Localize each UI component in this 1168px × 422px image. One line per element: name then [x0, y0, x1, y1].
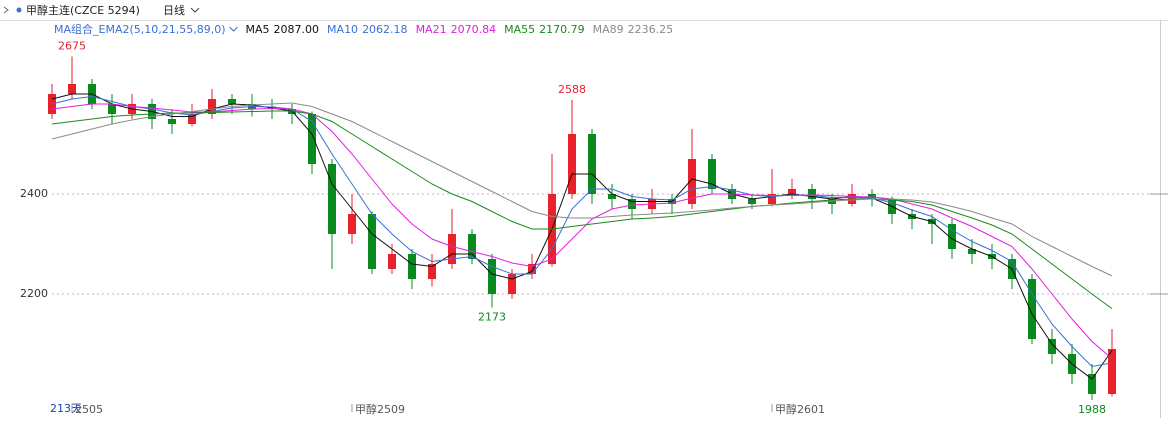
legend-value: 2170.79	[539, 23, 585, 36]
candle-body	[328, 164, 336, 234]
candle-body	[308, 114, 316, 164]
candle-body	[708, 159, 716, 189]
candle-body	[388, 254, 396, 269]
candle-body	[348, 214, 356, 234]
title: 甲醇主连(CZCE 5294)	[26, 3, 140, 17]
x-tick-label: 2505	[75, 403, 103, 416]
x-tick-label: 甲醇2509	[355, 402, 405, 416]
candle-body	[588, 134, 596, 194]
ma-line	[51, 102, 1113, 277]
candle-body	[228, 99, 236, 104]
ma-line	[51, 103, 1113, 359]
x-tick-label: 甲醇2601	[775, 402, 825, 416]
candle-body	[188, 114, 196, 124]
candle-body	[788, 189, 796, 194]
ma-line	[51, 110, 1113, 310]
legend-name: MA21	[416, 23, 447, 36]
ma-line	[51, 93, 1113, 380]
legend-name: MA89	[593, 23, 624, 36]
indicator-dropdown[interactable]	[229, 26, 238, 32]
candle-body	[468, 234, 476, 259]
legend-name: MA55	[504, 23, 535, 36]
max-label: 2588	[558, 83, 586, 96]
period-dropdown[interactable]	[190, 7, 200, 13]
candle-body	[628, 199, 636, 209]
collapse-icon[interactable]	[3, 6, 9, 14]
legend-name: MA5	[246, 23, 270, 36]
candle-body	[968, 249, 976, 254]
candle-body	[688, 159, 696, 204]
candle-body	[428, 264, 436, 279]
candle-body	[208, 99, 216, 114]
legend-value: 2087.00	[274, 23, 320, 36]
indicator-name[interactable]: MA组合_EMA2(5,10,21,55,89,0)	[54, 22, 226, 36]
candle-body	[528, 264, 536, 274]
candle-body	[1048, 339, 1056, 354]
ma-line	[51, 95, 1113, 368]
y-tick-label: 2400	[20, 187, 48, 200]
candle-body	[368, 214, 376, 269]
candle-body	[108, 104, 116, 114]
min-label: 1988	[1078, 403, 1106, 416]
candle-body	[748, 199, 756, 204]
legend-value: 2236.25	[628, 23, 674, 36]
legend-value: 2070.84	[451, 23, 497, 36]
candle-body	[1108, 349, 1116, 394]
candle-body	[768, 194, 776, 204]
candle-body	[488, 259, 496, 294]
candle-body	[1088, 374, 1096, 394]
candle-body	[1028, 279, 1036, 339]
legend: MA组合_EMA2(5,10,21,55,89,0) MA5 2087.00 MA1…	[54, 22, 673, 36]
candle-body	[448, 234, 456, 264]
candle-body	[168, 119, 176, 124]
candle-body	[808, 189, 816, 199]
y-tick-label: 2200	[20, 287, 48, 300]
max-label: 2675	[58, 40, 86, 53]
candle-body	[568, 134, 576, 194]
status-dot	[16, 7, 22, 13]
legend-name: MA10	[327, 23, 358, 36]
min-label: 2173	[478, 311, 506, 324]
span-label: 213天	[50, 402, 82, 415]
legend-value: 2062.18	[362, 23, 408, 36]
candle-body	[408, 254, 416, 279]
candle-body	[608, 194, 616, 199]
candle-body	[948, 224, 956, 249]
period[interactable]: 日线	[163, 3, 185, 17]
candle-body	[508, 274, 516, 294]
candle-body	[68, 84, 76, 94]
